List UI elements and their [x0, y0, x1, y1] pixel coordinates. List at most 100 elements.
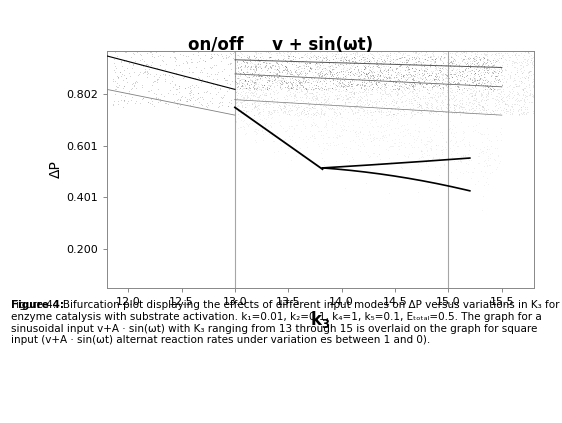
Point — [332, 142, 341, 148]
Point — [239, 77, 248, 84]
Point — [285, 57, 294, 63]
Point — [445, 137, 454, 144]
Point — [464, 55, 473, 62]
Point — [243, 107, 252, 114]
Point — [359, 88, 368, 95]
Point — [277, 80, 286, 87]
Point — [327, 68, 336, 75]
Point — [369, 60, 378, 66]
Point — [380, 82, 389, 88]
Point — [519, 69, 528, 76]
Point — [499, 108, 508, 115]
Point — [382, 91, 391, 97]
Point — [264, 84, 273, 91]
Point — [359, 59, 368, 66]
Point — [487, 143, 496, 149]
Point — [447, 151, 456, 158]
Point — [330, 84, 339, 91]
Point — [415, 74, 424, 81]
Point — [251, 80, 260, 86]
Point — [155, 96, 164, 102]
Point — [403, 51, 412, 58]
Point — [234, 102, 243, 109]
Point — [241, 108, 250, 115]
Point — [455, 107, 464, 114]
Point — [481, 91, 490, 97]
Point — [266, 60, 275, 67]
Point — [415, 58, 424, 64]
Point — [213, 51, 222, 58]
Point — [319, 67, 328, 74]
Point — [297, 87, 306, 94]
Point — [256, 65, 265, 71]
Point — [328, 69, 337, 75]
Point — [365, 75, 374, 82]
Point — [505, 53, 514, 60]
Point — [341, 96, 350, 103]
Point — [369, 109, 378, 115]
Point — [395, 146, 404, 152]
Point — [424, 83, 433, 90]
Point — [417, 55, 426, 61]
Point — [302, 59, 311, 66]
Point — [434, 123, 443, 129]
Point — [460, 59, 469, 66]
Point — [319, 72, 328, 79]
Point — [257, 127, 266, 134]
Point — [282, 79, 291, 85]
Point — [328, 105, 337, 112]
Point — [343, 83, 352, 90]
Point — [436, 68, 445, 74]
Point — [494, 90, 503, 96]
Point — [315, 59, 324, 66]
Point — [368, 85, 377, 92]
Point — [473, 153, 482, 160]
Point — [116, 58, 125, 64]
Point — [270, 91, 279, 97]
Point — [436, 106, 445, 113]
Point — [335, 133, 344, 140]
Point — [250, 96, 259, 103]
Point — [320, 110, 329, 117]
Point — [488, 86, 497, 93]
Point — [475, 79, 484, 85]
Point — [493, 85, 502, 92]
Point — [240, 82, 249, 88]
Point — [349, 84, 358, 91]
Point — [379, 82, 388, 89]
Point — [472, 144, 481, 151]
Point — [247, 63, 256, 69]
Point — [497, 81, 506, 88]
Point — [417, 105, 426, 112]
Point — [303, 99, 312, 106]
Point — [413, 93, 422, 100]
Point — [238, 85, 247, 92]
Point — [458, 135, 467, 142]
Point — [413, 99, 422, 106]
Point — [395, 70, 404, 77]
Point — [312, 65, 321, 72]
Point — [479, 54, 488, 61]
Point — [432, 142, 441, 148]
Point — [420, 77, 429, 84]
Point — [138, 63, 147, 69]
Point — [201, 88, 210, 95]
Point — [387, 78, 396, 85]
Point — [339, 49, 348, 56]
Point — [487, 137, 496, 144]
Point — [338, 68, 347, 75]
Point — [230, 77, 239, 84]
Point — [404, 85, 413, 91]
Point — [236, 73, 245, 80]
Point — [446, 63, 455, 70]
Point — [341, 101, 350, 108]
Point — [321, 74, 330, 81]
Point — [423, 106, 432, 113]
Point — [111, 64, 120, 71]
Point — [528, 93, 537, 99]
Point — [398, 105, 407, 112]
Point — [417, 70, 426, 77]
Point — [483, 91, 492, 97]
Point — [155, 72, 164, 79]
Point — [289, 53, 298, 60]
